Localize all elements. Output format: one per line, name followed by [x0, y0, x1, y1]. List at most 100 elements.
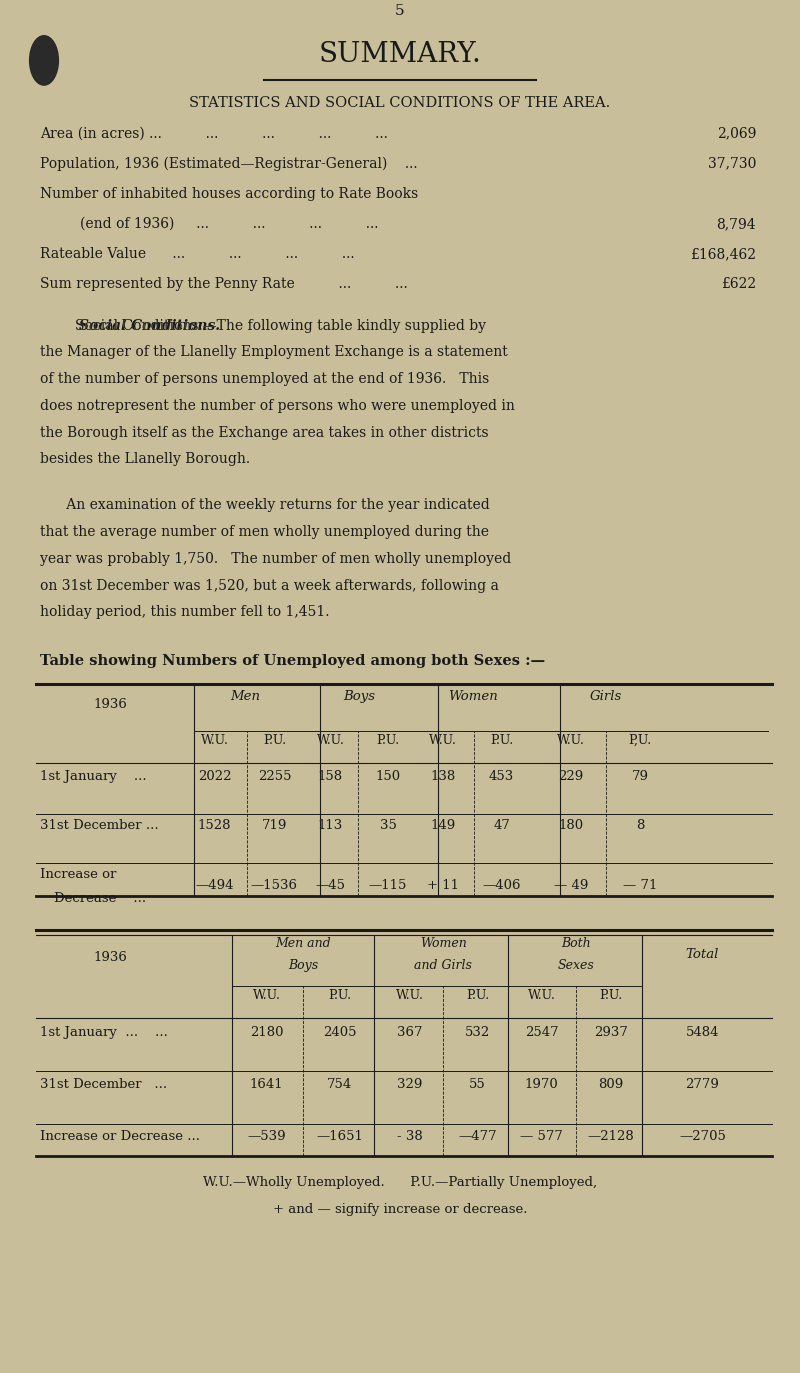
Text: 1936: 1936 [94, 950, 127, 964]
Text: 5484: 5484 [686, 1026, 719, 1039]
Text: - 38: - 38 [397, 1130, 422, 1144]
Text: 2547: 2547 [525, 1026, 558, 1039]
Text: 138: 138 [430, 769, 456, 783]
Text: 1970: 1970 [525, 1078, 558, 1092]
Text: 47: 47 [493, 818, 510, 832]
Text: Boys: Boys [343, 691, 375, 703]
Text: 2937: 2937 [594, 1026, 628, 1039]
Text: —406: —406 [482, 880, 521, 892]
Text: — 577: — 577 [520, 1130, 563, 1144]
Text: year was probably 1,750.   The number of men wholly unemployed: year was probably 1,750. The number of m… [40, 552, 511, 566]
Text: 8,794: 8,794 [716, 217, 756, 231]
Text: 55: 55 [470, 1078, 486, 1092]
Text: (end of 1936)     ...          ...          ...          ...: (end of 1936) ... ... ... ... [80, 217, 378, 231]
Text: 2405: 2405 [323, 1026, 357, 1039]
Text: An examination of the weekly returns for the year indicated: An examination of the weekly returns for… [40, 498, 490, 512]
Text: P.U.: P.U. [377, 735, 399, 747]
Text: W.U.: W.U. [396, 989, 423, 1002]
Text: 1936: 1936 [94, 697, 127, 711]
Text: £168,462: £168,462 [690, 247, 756, 261]
Text: SUMMARY.: SUMMARY. [318, 41, 482, 69]
Text: Rateable Value      ...          ...          ...          ...: Rateable Value ... ... ... ... [40, 247, 354, 261]
Text: 8: 8 [636, 818, 644, 832]
Text: 754: 754 [327, 1078, 353, 1092]
Text: Men and: Men and [275, 936, 331, 950]
Text: holiday period, this number fell to 1,451.: holiday period, this number fell to 1,45… [40, 605, 330, 619]
Text: 149: 149 [430, 818, 456, 832]
Text: on 31st December was 1,520, but a week afterwards, following a: on 31st December was 1,520, but a week a… [40, 578, 499, 593]
Text: 180: 180 [558, 818, 584, 832]
Text: 2779: 2779 [686, 1078, 719, 1092]
Text: 809: 809 [598, 1078, 624, 1092]
Text: W.U.: W.U. [528, 989, 555, 1002]
Text: Women: Women [420, 936, 466, 950]
Text: —477: —477 [458, 1130, 497, 1144]
Text: —1536: —1536 [251, 880, 298, 892]
Text: P.U.: P.U. [490, 735, 513, 747]
Text: W.U.: W.U. [558, 735, 585, 747]
Text: —1651: —1651 [317, 1130, 363, 1144]
Text: 31st December   ...: 31st December ... [40, 1078, 167, 1092]
Text: STATISTICS AND SOCIAL CONDITIONS OF THE AREA.: STATISTICS AND SOCIAL CONDITIONS OF THE … [190, 96, 610, 110]
Text: P.U.: P.U. [466, 989, 489, 1002]
Text: W.U.—Wholly Unemployed.      P.U.—Partially Unemployed,: W.U.—Wholly Unemployed. P.U.—Partially U… [203, 1175, 597, 1189]
Text: W.U.: W.U. [317, 735, 344, 747]
Text: Women: Women [448, 691, 498, 703]
Text: Men: Men [230, 691, 260, 703]
Text: Social Conditions.: Social Conditions. [40, 319, 220, 332]
Text: 532: 532 [465, 1026, 490, 1039]
Text: Sexes: Sexes [558, 958, 594, 972]
Text: the Manager of the Llanelly Employment Exchange is a statement: the Manager of the Llanelly Employment E… [40, 345, 508, 360]
Text: P.U.: P.U. [600, 989, 622, 1002]
Text: —2705: —2705 [679, 1130, 726, 1144]
Text: 229: 229 [558, 769, 584, 783]
Text: 37,730: 37,730 [708, 157, 756, 170]
Text: W.U.: W.U. [430, 735, 457, 747]
Circle shape [30, 36, 58, 85]
Text: P.U.: P.U. [263, 735, 286, 747]
Text: £622: £622 [721, 277, 756, 291]
Text: 329: 329 [397, 1078, 422, 1092]
Text: P.U.: P.U. [329, 989, 351, 1002]
Text: the Borough itself as the Exchange area takes in other districts: the Borough itself as the Exchange area … [40, 426, 489, 439]
Text: Girls: Girls [590, 691, 622, 703]
Text: Table showing Numbers of Unemployed among both Sexes :—: Table showing Numbers of Unemployed amon… [40, 655, 545, 669]
Text: of the number of persons unemployed at the end of 1936.   This: of the number of persons unemployed at t… [40, 372, 490, 386]
Text: + and — signify increase or decrease.: + and — signify increase or decrease. [273, 1203, 527, 1216]
Text: 35: 35 [379, 818, 397, 832]
Text: —539: —539 [247, 1130, 286, 1144]
Text: —115: —115 [369, 880, 407, 892]
Text: Number of inhabited houses according to Rate Books: Number of inhabited houses according to … [40, 187, 418, 200]
Text: W.U.: W.U. [253, 989, 280, 1002]
Text: 1641: 1641 [250, 1078, 283, 1092]
Text: besides the Llanelly Borough.: besides the Llanelly Borough. [40, 453, 250, 467]
Text: — 71: — 71 [623, 880, 657, 892]
Text: W.U.: W.U. [201, 735, 228, 747]
Text: 2180: 2180 [250, 1026, 283, 1039]
Text: Total: Total [686, 947, 719, 961]
Text: 2,069: 2,069 [717, 126, 756, 140]
Text: P,U.: P,U. [629, 735, 651, 747]
Text: 367: 367 [397, 1026, 422, 1039]
Text: 31st December ...: 31st December ... [40, 818, 158, 832]
Text: 2255: 2255 [258, 769, 291, 783]
Text: Social Conditions.—The following table kindly supplied by: Social Conditions.—The following table k… [40, 319, 486, 332]
Text: —2128: —2128 [588, 1130, 634, 1144]
Text: Sum represented by the Penny Rate          ...          ...: Sum represented by the Penny Rate ... ..… [40, 277, 408, 291]
Text: 5: 5 [395, 4, 405, 18]
Text: 158: 158 [318, 769, 343, 783]
Text: Population, 1936 (Estimated—Registrar-General)    ...: Population, 1936 (Estimated—Registrar-Ge… [40, 157, 418, 170]
Text: 1528: 1528 [198, 818, 231, 832]
Text: 1st January  ...    ...: 1st January ... ... [40, 1026, 168, 1039]
Text: 113: 113 [318, 818, 343, 832]
Text: —494: —494 [195, 880, 234, 892]
Text: and Girls: and Girls [414, 958, 472, 972]
Text: Both: Both [561, 936, 591, 950]
Text: 150: 150 [375, 769, 401, 783]
Text: does notrepresent the number of persons who were unemployed in: does notrepresent the number of persons … [40, 398, 515, 413]
Text: 1st January    ...: 1st January ... [40, 769, 146, 783]
Text: Increase or: Increase or [40, 869, 116, 881]
Text: —45: —45 [315, 880, 346, 892]
Text: Boys: Boys [288, 958, 318, 972]
Text: 719: 719 [262, 818, 287, 832]
